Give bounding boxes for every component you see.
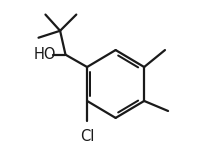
Text: HO: HO xyxy=(34,47,56,62)
Text: Cl: Cl xyxy=(80,129,94,144)
